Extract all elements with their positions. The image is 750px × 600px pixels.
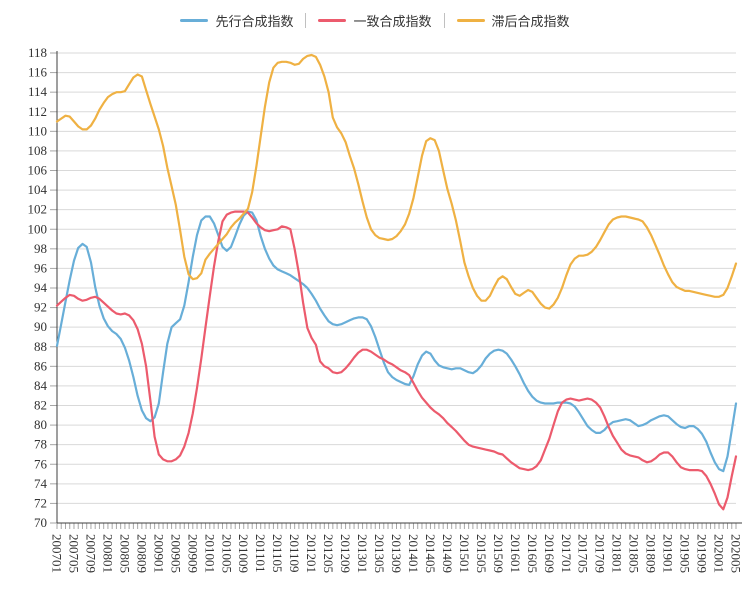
x-axis-labels: 200701 200705 200709 200801 200805 200809 2009… bbox=[50, 534, 744, 573]
legend-item-lagging-index[interactable]: 滞后合成指数 bbox=[456, 11, 570, 30]
x-tick-label: 201101 bbox=[253, 534, 268, 573]
y-tick-label: 96 bbox=[34, 260, 48, 275]
y-tick-label: 88 bbox=[34, 339, 47, 354]
x-tick-label: 201909 bbox=[695, 534, 710, 573]
x-tick-label: 202001 bbox=[712, 534, 727, 573]
x-tick-label: 201009 bbox=[236, 534, 251, 573]
x-tick-label: 201905 bbox=[678, 534, 693, 573]
x-tick-label: 201305 bbox=[372, 534, 387, 573]
series-line-2 bbox=[55, 53, 738, 310]
x-tick-label: 201309 bbox=[389, 534, 404, 573]
y-tick-label: 116 bbox=[28, 65, 48, 80]
x-tick-label: 200801 bbox=[100, 534, 115, 573]
x-tick-label: 201109 bbox=[287, 534, 302, 573]
legend-swatch-coincident bbox=[318, 18, 347, 22]
legend-swatch-lagging bbox=[456, 18, 485, 22]
y-tick-label: 70 bbox=[34, 515, 47, 530]
x-tick-label: 201205 bbox=[321, 534, 336, 573]
x-tick-label: 201105 bbox=[270, 534, 285, 573]
x-tick-label: 200705 bbox=[66, 534, 81, 573]
x-tick-label: 201401 bbox=[406, 534, 421, 573]
y-tick-label: 84 bbox=[34, 378, 48, 393]
series-line-1 bbox=[55, 210, 738, 511]
x-tick-label: 201701 bbox=[559, 534, 574, 573]
legend-label-leading: 先行合成指数 bbox=[215, 13, 294, 29]
y-tick-label: 86 bbox=[34, 358, 48, 373]
y-tick-label: 118 bbox=[28, 45, 47, 60]
y-tick-label: 72 bbox=[34, 495, 47, 510]
x-tick-label: 201709 bbox=[593, 534, 608, 573]
y-tick-label: 108 bbox=[28, 143, 48, 158]
x-tick-label: 201605 bbox=[525, 534, 540, 573]
y-tick-label: 74 bbox=[34, 476, 48, 491]
y-tick-label: 98 bbox=[34, 241, 47, 256]
y-tick-label: 92 bbox=[34, 300, 47, 315]
x-tick-label: 201501 bbox=[457, 534, 472, 573]
y-tick-label: 78 bbox=[34, 437, 47, 452]
axes bbox=[56, 51, 742, 524]
legend-label-lagging: 滞后合成指数 bbox=[491, 13, 570, 29]
x-tick-label: 201005 bbox=[219, 534, 234, 573]
x-tick-label: 201409 bbox=[440, 534, 455, 573]
series-lines bbox=[55, 53, 738, 511]
legend-label-coincident: 一致合成指数 bbox=[353, 13, 432, 29]
legend-item-leading-index[interactable]: 先行合成指数 bbox=[180, 11, 293, 30]
x-tick-label: 200909 bbox=[185, 534, 200, 573]
y-tick-label: 112 bbox=[28, 104, 47, 119]
x-tick-label: 201405 bbox=[423, 534, 438, 573]
y-tick-label: 102 bbox=[28, 202, 48, 217]
x-tick-label: 201801 bbox=[610, 534, 625, 573]
x-tick-label: 201505 bbox=[474, 534, 489, 573]
x-tick-label: 200709 bbox=[83, 534, 98, 573]
x-tick-label: 201901 bbox=[661, 534, 676, 573]
x-tick-label: 200701 bbox=[50, 534, 65, 573]
y-tick-label: 106 bbox=[28, 163, 48, 178]
x-tick-label: 201001 bbox=[202, 534, 217, 573]
legend-item-coincident-index[interactable]: 一致合成指数 bbox=[318, 11, 432, 30]
legend-separator bbox=[305, 12, 307, 28]
y-tick-label: 82 bbox=[34, 398, 47, 413]
legend-separator bbox=[443, 12, 445, 28]
series-line-0 bbox=[55, 210, 738, 473]
x-tick-label: 201301 bbox=[355, 534, 370, 573]
gridlines bbox=[57, 52, 736, 524]
y-tick-label: 76 bbox=[34, 456, 48, 471]
x-tick-label: 201805 bbox=[627, 534, 642, 573]
y-tick-label: 104 bbox=[28, 182, 48, 197]
x-axis-ticks bbox=[56, 523, 737, 529]
legend-swatch-leading bbox=[180, 18, 209, 22]
y-tick-label: 80 bbox=[34, 417, 47, 432]
x-tick-label: 201509 bbox=[491, 534, 506, 573]
y-axis-ticks bbox=[50, 52, 57, 524]
legend: 先行合成指数 一致合成指数 滞后合成指数 bbox=[0, 10, 750, 30]
x-tick-label: 201209 bbox=[338, 534, 353, 573]
y-tick-label: 94 bbox=[34, 280, 48, 295]
x-tick-label: 201705 bbox=[576, 534, 591, 573]
y-tick-label: 110 bbox=[28, 123, 47, 138]
x-tick-label: 201601 bbox=[508, 534, 523, 573]
x-tick-label: 201201 bbox=[304, 534, 319, 573]
y-tick-label: 90 bbox=[34, 319, 47, 334]
y-tick-label: 114 bbox=[28, 84, 48, 99]
y-axis-labels: 70 72 74 76 78 80 82 84 86 88 90 92 94 96 98 100 102 104 1… bbox=[28, 45, 48, 530]
x-tick-label: 202005 bbox=[729, 534, 744, 573]
x-tick-label: 200901 bbox=[151, 534, 166, 573]
y-tick-label: 100 bbox=[28, 221, 48, 236]
x-tick-label: 201809 bbox=[644, 534, 659, 573]
x-tick-label: 200809 bbox=[134, 534, 149, 573]
x-tick-label: 200905 bbox=[168, 534, 183, 573]
x-tick-label: 200805 bbox=[117, 534, 132, 573]
x-tick-label: 201609 bbox=[542, 534, 557, 573]
